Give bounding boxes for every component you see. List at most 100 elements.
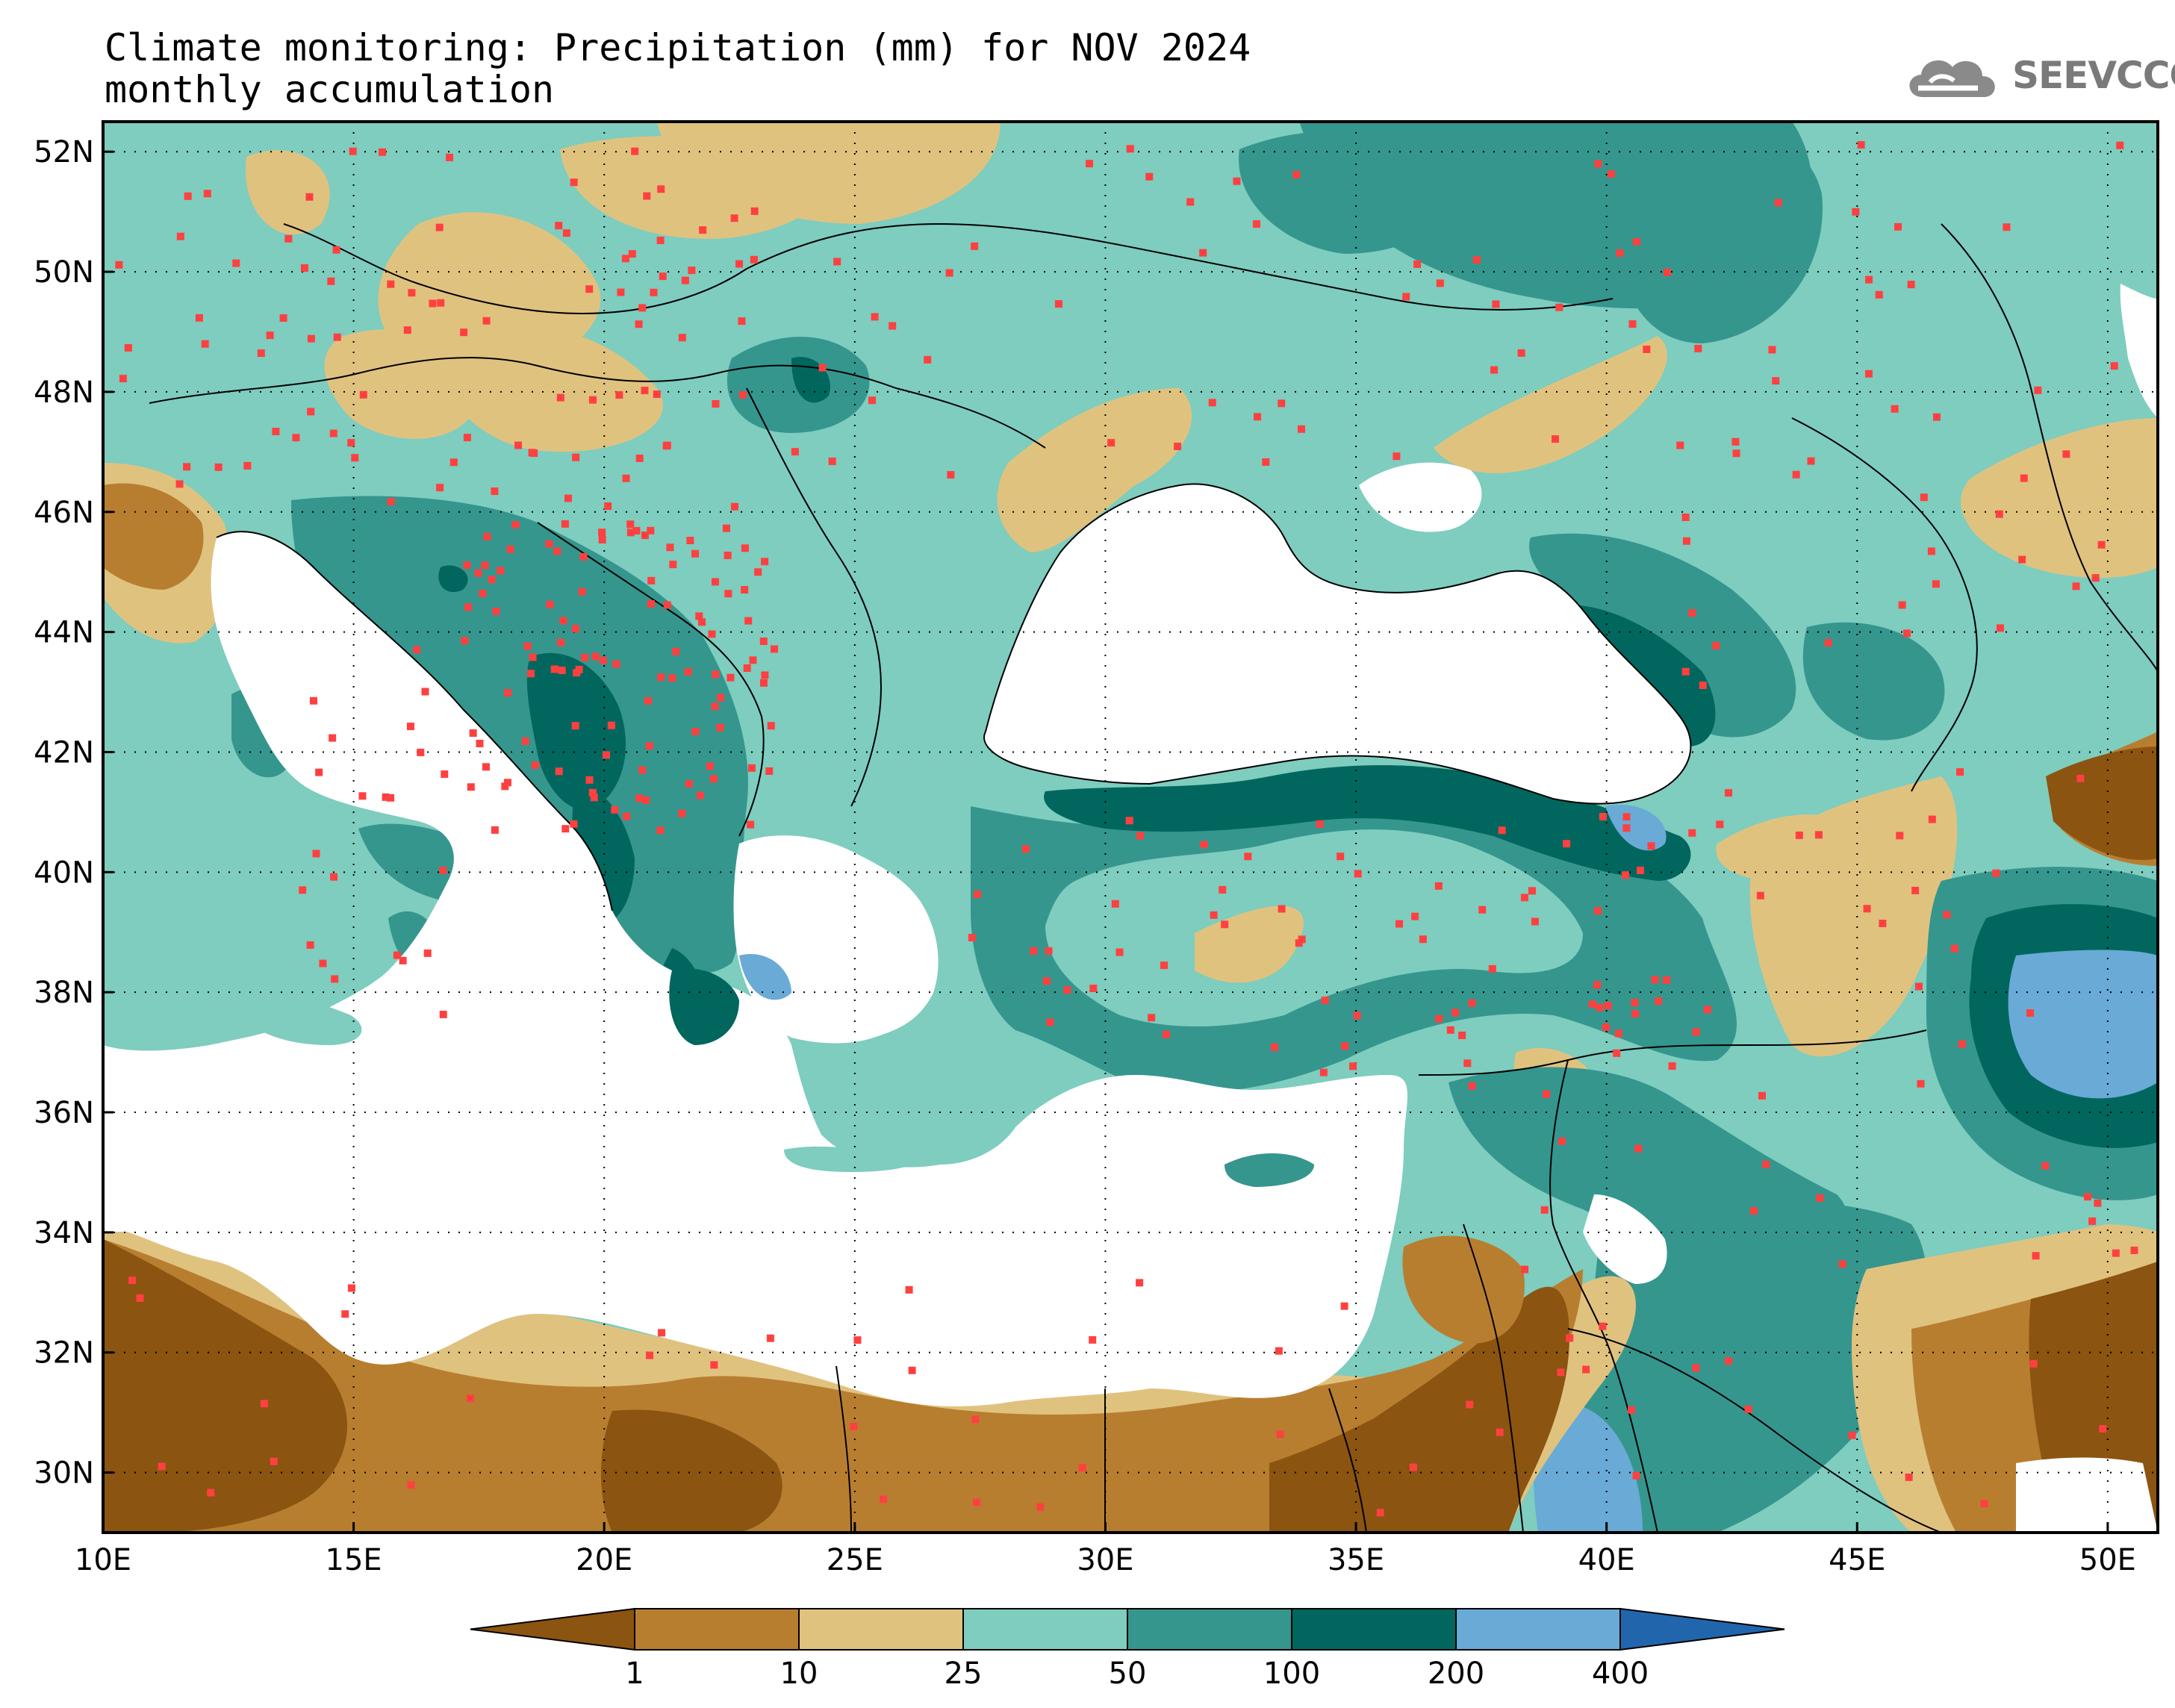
station-marker	[1271, 1043, 1279, 1051]
station-marker	[421, 688, 429, 696]
station-marker	[635, 794, 644, 802]
station-marker	[643, 192, 651, 200]
station-marker	[1731, 437, 1740, 446]
station-marker	[1492, 300, 1500, 308]
station-marker	[1631, 999, 1639, 1007]
station-marker	[2083, 1193, 2091, 1201]
station-marker	[585, 776, 594, 784]
lon-tick-label: 20E	[576, 1543, 632, 1577]
station-marker	[696, 791, 704, 800]
station-marker	[439, 866, 447, 874]
station-marker	[1036, 1503, 1045, 1511]
station-marker	[623, 812, 631, 820]
station-marker	[612, 660, 620, 668]
station-marker	[530, 449, 538, 458]
station-marker	[1980, 1500, 1988, 1508]
station-marker	[1905, 1473, 1913, 1481]
station-marker	[1136, 832, 1144, 840]
station-marker	[1540, 1206, 1549, 1214]
station-marker	[531, 761, 539, 770]
station-marker	[759, 679, 768, 687]
station-marker	[588, 396, 597, 404]
station-marker	[2094, 1199, 2102, 1207]
station-marker	[626, 529, 635, 537]
station-marker	[657, 185, 665, 193]
colorbar-label: 10	[780, 1656, 818, 1691]
station-marker	[1042, 977, 1051, 985]
station-marker	[2099, 1424, 2107, 1433]
station-marker	[1864, 370, 1873, 378]
station-marker	[572, 453, 580, 461]
station-marker	[1543, 1090, 1551, 1098]
station-marker	[591, 652, 600, 661]
station-marker	[435, 223, 444, 231]
station-marker	[1402, 293, 1410, 301]
station-marker	[1531, 917, 1539, 926]
station-marker	[556, 393, 564, 402]
lon-tick-label: 15E	[326, 1543, 382, 1577]
station-marker	[741, 585, 749, 593]
station-marker	[730, 214, 738, 222]
station-marker	[635, 320, 643, 328]
station-marker	[546, 600, 554, 608]
station-marker	[1275, 1347, 1283, 1355]
station-marker	[1111, 900, 1119, 908]
station-marker	[646, 742, 654, 750]
station-marker	[1316, 820, 1324, 828]
station-marker	[1126, 145, 1134, 153]
station-marker	[406, 723, 414, 731]
station-marker	[329, 429, 337, 437]
station-marker	[1210, 911, 1218, 919]
station-marker	[1233, 177, 1241, 185]
station-marker	[1792, 470, 1800, 479]
station-marker	[1943, 911, 1951, 919]
station-marker	[504, 689, 512, 697]
station-marker	[1395, 920, 1404, 928]
station-marker	[1063, 986, 1071, 994]
station-marker	[1089, 985, 1098, 993]
station-marker	[1694, 344, 1702, 352]
station-marker	[1145, 172, 1154, 181]
station-marker	[1555, 303, 1563, 311]
station-marker	[771, 645, 779, 653]
station-marker	[659, 272, 667, 281]
station-marker	[136, 1294, 144, 1302]
colorbar-label: 200	[1428, 1656, 1484, 1691]
station-marker	[1992, 869, 2000, 877]
station-marker	[1632, 1471, 1640, 1480]
station-marker	[449, 458, 458, 467]
station-marker	[1419, 935, 1427, 944]
station-marker	[717, 694, 725, 702]
station-marker	[195, 314, 203, 322]
station-marker	[1551, 435, 1559, 443]
station-marker	[309, 696, 317, 705]
station-marker	[599, 656, 607, 664]
station-marker	[1262, 458, 1270, 466]
station-marker	[1816, 1194, 1824, 1202]
station-marker	[924, 355, 932, 364]
station-marker	[307, 334, 315, 343]
station-marker	[699, 226, 707, 234]
station-marker	[880, 1495, 888, 1503]
station-marker	[571, 625, 579, 633]
station-marker	[1466, 1400, 1474, 1409]
station-marker	[657, 673, 665, 682]
station-marker	[686, 537, 694, 545]
station-marker	[663, 601, 671, 609]
station-marker	[1594, 160, 1602, 168]
station-marker	[1879, 920, 1887, 928]
station-marker	[559, 617, 567, 625]
station-marker	[506, 545, 514, 553]
station-marker	[1896, 832, 1904, 840]
station-marker	[588, 788, 597, 797]
station-marker	[306, 941, 314, 949]
station-marker	[270, 1457, 278, 1465]
station-marker	[1692, 1364, 1700, 1372]
station-marker	[2088, 1217, 2097, 1225]
station-marker	[1995, 510, 2003, 518]
colorbar-segment	[962, 1608, 1128, 1651]
station-marker	[479, 589, 487, 597]
station-marker	[1875, 290, 1883, 299]
station-marker	[1468, 999, 1476, 1007]
lat-tick-label: 32N	[34, 1336, 94, 1371]
